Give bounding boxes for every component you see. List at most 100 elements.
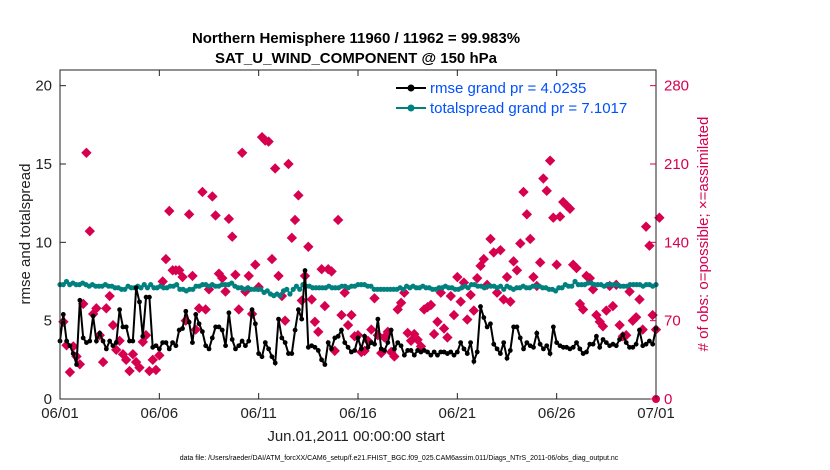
legend-rmse-marker (407, 84, 415, 92)
rmse-point (183, 308, 189, 314)
obs-marker (445, 290, 456, 302)
rmse-point (249, 307, 255, 313)
rmse-point (107, 338, 113, 344)
rmse-point (398, 343, 404, 349)
obs-marker (177, 271, 188, 283)
obs-marker (475, 260, 486, 272)
rmse-point (570, 344, 576, 350)
x-ticks: 06/01 06/06 06/11 06/16 06/21 06/26 07/01 (41, 70, 675, 422)
obs-marker (392, 304, 403, 315)
spread-point (559, 285, 565, 291)
rmse-point (213, 324, 219, 330)
rmse-point (511, 324, 517, 330)
rmse-point (428, 352, 434, 358)
obs-marker (190, 324, 201, 335)
rmse-point (617, 337, 622, 342)
x-tick-label: 06/21 (439, 405, 477, 422)
obs-marker (654, 212, 665, 223)
rmse-point (362, 333, 368, 339)
rmse-point (474, 349, 480, 355)
obs-marker (339, 287, 350, 298)
legend-spread-marker (407, 104, 415, 112)
obs-marker (263, 136, 274, 147)
rmse-point (590, 341, 596, 347)
rmse-point (401, 352, 407, 358)
rmse-point (100, 338, 106, 344)
rmse-point (193, 312, 199, 317)
obs-marker (412, 334, 423, 345)
rmse-point (524, 340, 530, 345)
rmse-point (537, 341, 543, 347)
obs-marker (505, 296, 516, 307)
rmse-point (282, 340, 288, 345)
rmse-point (435, 352, 440, 358)
rmse-point (203, 343, 209, 349)
rmse-point (345, 344, 351, 350)
rmse-point (70, 351, 76, 356)
rmse-point (408, 348, 414, 353)
y-tick-label: 15 (35, 156, 52, 173)
obs-marker (283, 158, 294, 170)
obs-marker (442, 332, 453, 343)
obs-marker (137, 336, 149, 348)
rmse-point (236, 343, 242, 349)
rmse-point (451, 352, 457, 358)
rmse-point (534, 330, 540, 336)
obs-marker (438, 323, 450, 334)
obs-marker (319, 300, 331, 312)
obs-marker (326, 266, 337, 277)
obs-marker (107, 319, 119, 331)
spread-point (569, 283, 575, 289)
obs-marker (207, 191, 218, 202)
obs-marker (342, 319, 354, 331)
rmse-point (77, 297, 83, 303)
rmse-point (372, 341, 377, 347)
rmse-point (289, 351, 295, 356)
rmse-point (560, 344, 566, 350)
obs-marker (515, 238, 526, 249)
rmse-point (147, 294, 152, 300)
spread-point (465, 285, 471, 291)
rmse-point (623, 340, 629, 345)
rmse-point (160, 340, 166, 345)
obs-marker (127, 349, 139, 360)
obs-marker (210, 210, 221, 221)
rmse-point (299, 316, 305, 322)
rmse-point (411, 352, 417, 358)
obs-marker (508, 256, 519, 267)
obs-marker (164, 205, 175, 217)
rmse-point (478, 304, 483, 309)
rmse-point (90, 313, 96, 319)
footer-data-file: data file: /Users/raeder/DAI/ATM_forcXX/… (180, 455, 619, 462)
rmse-point (541, 346, 546, 352)
rmse-point (113, 340, 119, 345)
obs-marker (203, 284, 215, 295)
obs-marker (389, 351, 400, 362)
rmse-point (137, 299, 142, 305)
obs-marker (528, 271, 539, 283)
rmse-point (574, 340, 579, 345)
spread-point (277, 293, 283, 299)
rmse-point (514, 324, 520, 330)
rmse-point (355, 335, 361, 341)
y-tick-label: 20 (35, 78, 52, 95)
rmse-point (286, 351, 291, 356)
obs-marker (634, 294, 645, 305)
legend: rmse grand pr = 4.0235 totalspread grand… (396, 80, 627, 117)
rmse-point (587, 341, 593, 347)
rmse-point (448, 349, 454, 355)
obs-marker (428, 328, 440, 340)
obs-marker (223, 213, 235, 225)
obs-marker (640, 221, 652, 232)
chart-title: Northern Hemisphere 11960 / 11962 = 99.9… (192, 30, 520, 47)
obs-marker (120, 354, 132, 366)
obs-marker (81, 147, 92, 158)
spread-point (141, 282, 147, 288)
rmse-point (385, 340, 391, 345)
rmse-point (468, 340, 473, 345)
obs-marker (551, 259, 562, 270)
rmse-point (325, 340, 331, 345)
obs-marker (243, 270, 254, 282)
rmse-point (223, 343, 228, 349)
